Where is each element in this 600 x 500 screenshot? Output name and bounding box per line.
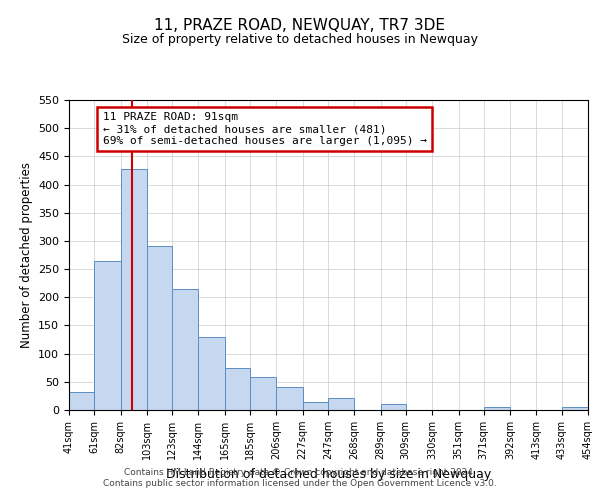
Y-axis label: Number of detached properties: Number of detached properties	[20, 162, 32, 348]
X-axis label: Distribution of detached houses by size in Newquay: Distribution of detached houses by size …	[166, 468, 491, 480]
Bar	[380, 404, 406, 410]
Bar	[250, 376, 277, 410]
Bar	[147, 246, 172, 410]
Text: Size of property relative to detached houses in Newquay: Size of property relative to detached ho…	[122, 32, 478, 46]
Bar	[121, 169, 147, 410]
Text: Contains HM Land Registry data © Crown copyright and database right 2024.
Contai: Contains HM Land Registry data © Crown c…	[103, 468, 497, 487]
Bar	[225, 368, 250, 410]
Bar	[562, 407, 588, 410]
Bar	[94, 260, 121, 410]
Text: 11, PRAZE ROAD, NEWQUAY, TR7 3DE: 11, PRAZE ROAD, NEWQUAY, TR7 3DE	[155, 18, 445, 32]
Bar	[303, 402, 328, 410]
Bar	[199, 336, 225, 410]
Text: 11 PRAZE ROAD: 91sqm
← 31% of detached houses are smaller (481)
69% of semi-deta: 11 PRAZE ROAD: 91sqm ← 31% of detached h…	[103, 112, 427, 146]
Bar	[484, 407, 510, 410]
Bar	[172, 289, 199, 410]
Bar	[69, 392, 94, 410]
Bar	[277, 388, 303, 410]
Bar	[328, 398, 354, 410]
